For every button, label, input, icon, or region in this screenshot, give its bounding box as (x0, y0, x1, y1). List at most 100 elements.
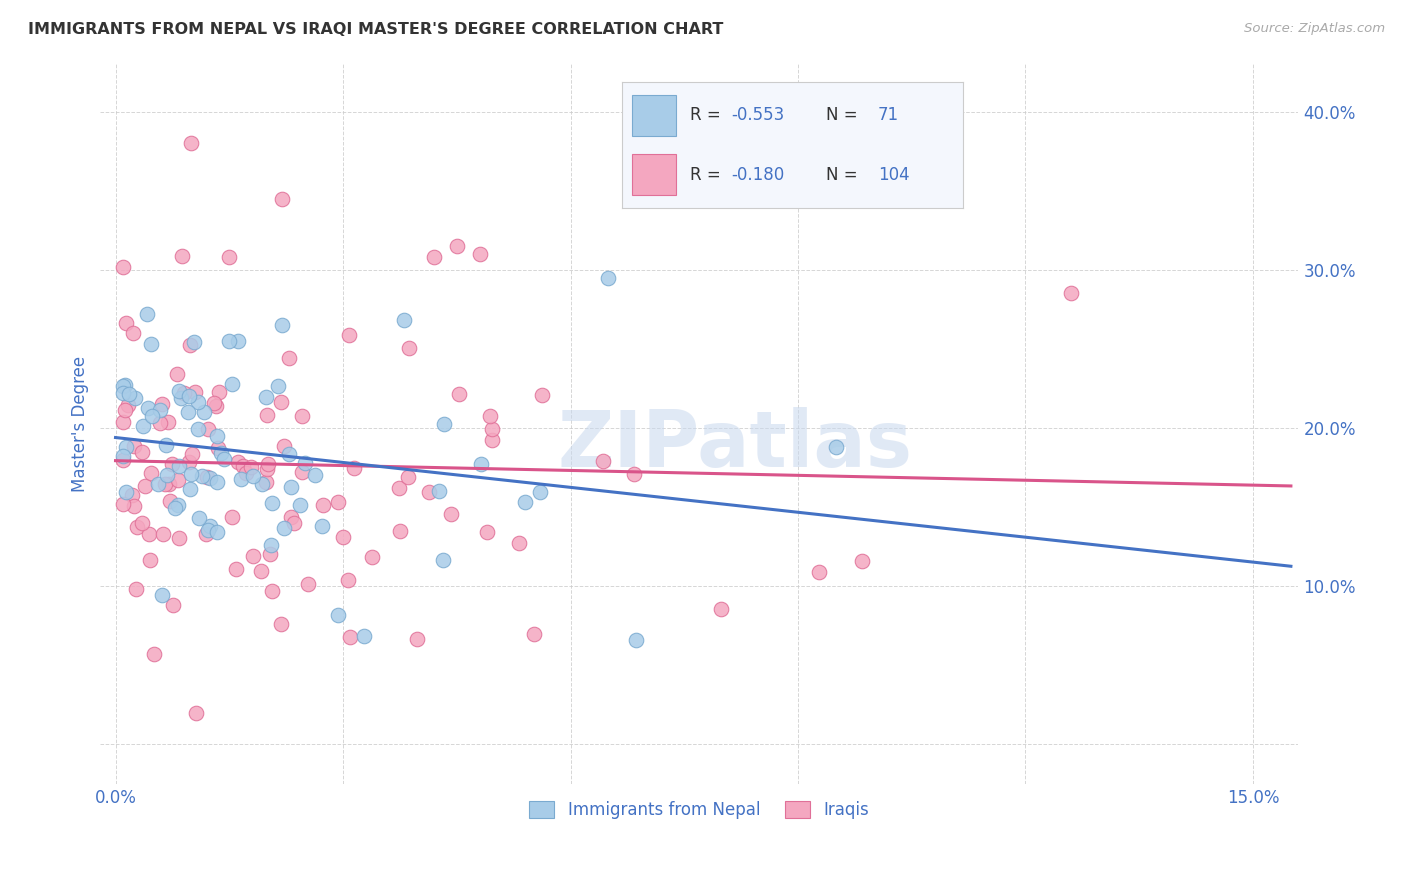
Point (242, 549, 264, 564)
Point (423, 250, 446, 264)
Point (112, 449, 135, 463)
Point (326, 608, 349, 623)
Point (232, 458, 254, 473)
Point (418, 484, 440, 499)
Point (184, 706, 207, 720)
Point (270, 616, 292, 631)
Point (479, 409, 502, 423)
Point (262, 583, 284, 598)
Point (114, 378, 136, 392)
Point (218, 250, 240, 264)
Point (118, 387, 141, 401)
Point (159, 476, 181, 491)
Point (260, 538, 283, 552)
Point (388, 481, 411, 495)
Point (184, 384, 207, 399)
Point (256, 457, 278, 471)
Point (529, 485, 551, 500)
Point (229, 472, 252, 486)
Point (170, 392, 193, 406)
Point (135, 307, 157, 321)
Point (432, 417, 454, 431)
Point (166, 367, 188, 381)
Point (112, 453, 135, 467)
Point (202, 396, 225, 410)
Point (125, 582, 148, 596)
Point (353, 629, 375, 643)
Point (112, 386, 135, 401)
Point (112, 497, 135, 511)
Point (122, 499, 145, 513)
Point (195, 470, 218, 484)
Point (432, 553, 454, 567)
Point (256, 408, 278, 422)
Point (131, 516, 153, 530)
Point (112, 415, 135, 429)
Point (710, 602, 733, 616)
Point (328, 495, 350, 509)
Point (291, 409, 314, 423)
Point (225, 562, 247, 576)
Point (242, 469, 264, 483)
Point (180, 467, 202, 481)
Point (121, 488, 143, 502)
Point (291, 465, 314, 479)
Point (155, 477, 177, 491)
Point (138, 527, 160, 541)
Point (167, 531, 190, 545)
Point (468, 247, 491, 261)
Point (208, 384, 231, 399)
Point (125, 519, 148, 533)
Point (149, 416, 172, 430)
Point (312, 499, 335, 513)
Point (163, 501, 186, 516)
Point (160, 457, 183, 471)
Point (166, 498, 188, 512)
Point (262, 495, 284, 509)
Point (114, 485, 136, 500)
Point (623, 467, 645, 481)
Point (212, 451, 235, 466)
Text: Source: ZipAtlas.com: Source: ZipAtlas.com (1244, 22, 1385, 36)
Point (218, 334, 240, 348)
Point (481, 434, 503, 448)
Point (825, 440, 848, 454)
Point (148, 477, 170, 491)
Point (115, 316, 138, 330)
Point (173, 385, 195, 400)
Point (115, 440, 138, 454)
Point (337, 328, 360, 343)
Point (267, 379, 290, 393)
Point (273, 521, 295, 535)
Point (398, 470, 420, 484)
Point (187, 422, 209, 436)
Point (136, 401, 159, 416)
Point (181, 447, 204, 461)
Point (254, 475, 277, 489)
Point (508, 535, 530, 549)
Point (194, 527, 217, 541)
Point (304, 467, 326, 482)
Point (187, 395, 209, 409)
Point (150, 589, 173, 603)
Point (198, 471, 221, 485)
Point (177, 455, 200, 469)
Point (280, 479, 302, 493)
Point (278, 447, 301, 461)
Point (149, 403, 172, 417)
Point (273, 439, 295, 453)
Point (156, 468, 179, 483)
Point (440, 507, 463, 521)
Point (343, 460, 366, 475)
Point (470, 457, 492, 471)
Point (183, 335, 205, 350)
Point (270, 395, 292, 409)
Point (193, 405, 215, 419)
Point (240, 460, 263, 475)
Point (117, 398, 139, 412)
Point (398, 341, 420, 355)
Point (170, 248, 193, 262)
Point (361, 550, 384, 565)
Point (288, 498, 311, 512)
Point (152, 527, 174, 541)
